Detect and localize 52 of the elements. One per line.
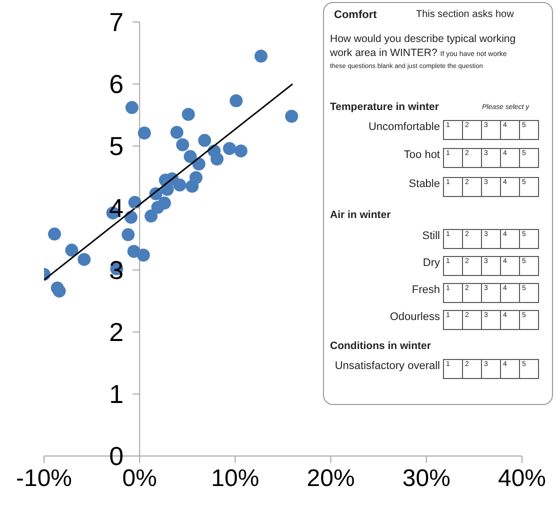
y-tick-label: 5 [109,131,124,161]
point [173,178,186,192]
annotation: Too hot [402,148,441,162]
x-tick-label: 10% [211,465,260,492]
annotation: Fresh [410,283,441,297]
x-tick-label: -10% [16,465,72,492]
y-tick-label: 0 [109,441,124,471]
annotation: How would you describe typical working [330,33,516,45]
point [192,157,206,170]
x-tick-label: 30% [402,465,450,492]
point [78,252,91,266]
point [122,228,135,242]
point [158,196,171,210]
y-tick-label: 6 [109,69,124,99]
x-tick-label: 40% [498,465,546,492]
annotation: Dry [422,256,441,270]
point [128,196,142,209]
point [136,248,150,262]
point [138,126,151,140]
annotation: Still [421,229,441,243]
point [125,101,138,114]
point [52,284,66,298]
point [170,126,184,139]
point [285,110,298,123]
text: Comfort [334,9,377,21]
point [190,171,203,184]
point [182,108,195,121]
point [48,228,62,241]
x-tick-label: 20% [306,465,355,492]
point [184,150,197,164]
point [198,134,212,147]
text: This section asks how [416,9,514,20]
point [210,152,224,166]
point [176,138,190,152]
annotation: Odourless [388,310,441,324]
point [230,94,243,108]
annotation: work area in WINTER? [330,47,438,59]
point [222,142,236,155]
y-tick-label: 7 [109,7,124,37]
point [254,50,268,63]
point [234,144,248,158]
annotation: Temperature in winter [330,101,439,113]
y-tick-label: 2 [109,317,124,347]
annotation: Stable [408,177,441,191]
annotation: Air in winter [330,209,391,221]
point [144,210,158,223]
annotation: Conditions in winter [330,340,431,352]
annotation: Uncomfortable [367,120,441,134]
y-tick-label: 1 [109,379,124,409]
annotation: Unsatisfactory overall [334,359,441,373]
x-tick-label: 0% [122,465,157,492]
point [65,244,78,257]
